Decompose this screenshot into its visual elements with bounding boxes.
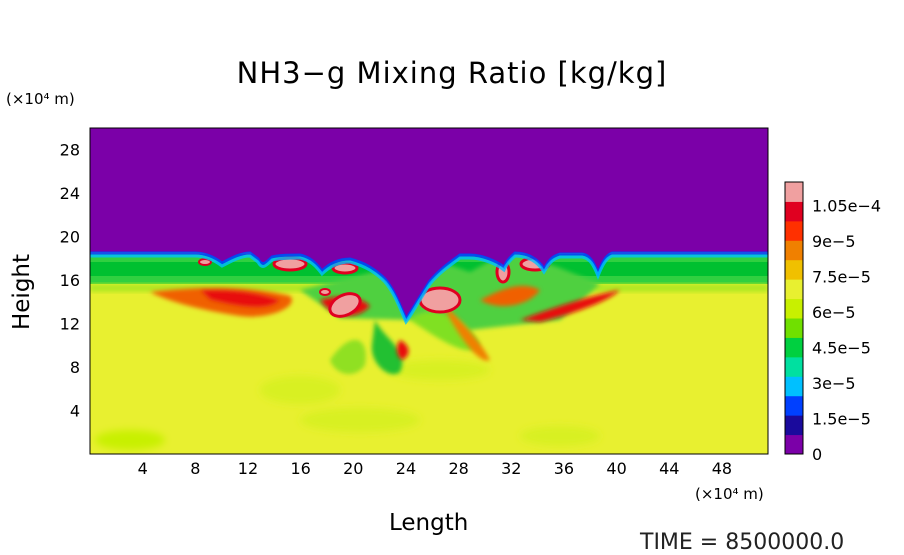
- colorbar-swatch: [785, 318, 803, 338]
- colorbar-swatch: [785, 182, 803, 202]
- x-tick-label: 24: [396, 459, 416, 478]
- x-axis-ticks: 4 8 12 16 20 24 28 32 36 40 44 48: [138, 459, 733, 478]
- x-axis-label: Length: [389, 510, 469, 536]
- y-axis-unit: (×10⁴ m): [6, 90, 75, 108]
- colorbar-tick-label: 0: [812, 445, 822, 464]
- y-tick-label: 12: [60, 315, 80, 334]
- x-axis-unit: (×10⁴ m): [695, 485, 764, 503]
- colorbar-tick-label: 3e−5: [812, 374, 856, 393]
- colorbar-swatch: [785, 376, 803, 397]
- y-tick-label: 4: [70, 402, 80, 421]
- colorbar-swatch: [785, 395, 803, 416]
- plot-frame: [89, 127, 769, 455]
- x-tick-label: 36: [554, 459, 574, 478]
- colorbar-swatch: [785, 415, 803, 436]
- y-tick-label: 20: [60, 228, 80, 247]
- colorbar-swatch: [785, 220, 803, 241]
- colorbar-tick-label: 1.5e−5: [812, 410, 871, 429]
- colorbar-tick-label: 9e−5: [812, 232, 856, 251]
- y-tick-label: 8: [70, 358, 80, 377]
- x-tick-label: 4: [138, 459, 148, 478]
- colorbar-frame: [784, 181, 804, 455]
- x-tick-label: 12: [238, 459, 258, 478]
- colorbar-swatch: [785, 434, 803, 455]
- x-tick-label: 40: [606, 459, 626, 478]
- colorbar-tick-label: 4.5e−5: [812, 339, 871, 358]
- colorbar-swatch: [785, 337, 803, 358]
- colorbar-ticks: 1.05e−4 9e−5 7.5e−5 6e−5 4.5e−5 3e−5 1.5e−5 0: [812, 197, 881, 464]
- x-tick-label: 20: [343, 459, 363, 478]
- lower-patches: [95, 360, 600, 450]
- chart-title: NH3−g Mixing Ratio [kg/kg]: [236, 56, 668, 90]
- x-tick-label: 28: [448, 459, 468, 478]
- colorbar: [784, 181, 804, 455]
- field-layer: [90, 128, 768, 454]
- x-tick-label: 48: [712, 459, 732, 478]
- maxima-layer: [150, 285, 620, 361]
- colorbar-tick-label: 7.5e−5: [812, 268, 871, 287]
- colorbar-tick-label: 1.05e−4: [812, 197, 881, 216]
- colorbar-tick-label: 6e−5: [812, 303, 856, 322]
- colorbar-swatch: [785, 240, 803, 261]
- x-tick-label: 44: [659, 459, 679, 478]
- colorbar-swatch: [785, 259, 803, 280]
- y-tick-label: 24: [60, 184, 80, 203]
- y-tick-label: 16: [60, 271, 80, 290]
- colorbar-swatch: [785, 356, 803, 377]
- x-tick-label: 32: [501, 459, 521, 478]
- y-tick-label: 28: [60, 141, 80, 160]
- colorbar-swatch: [785, 279, 803, 300]
- y-axis-ticks: 4 8 12 16 20 24 28: [60, 141, 80, 421]
- x-tick-label: 8: [190, 459, 200, 478]
- colorbar-swatch: [785, 201, 803, 222]
- colorbar-swatch: [785, 298, 803, 319]
- x-tick-label: 16: [290, 459, 310, 478]
